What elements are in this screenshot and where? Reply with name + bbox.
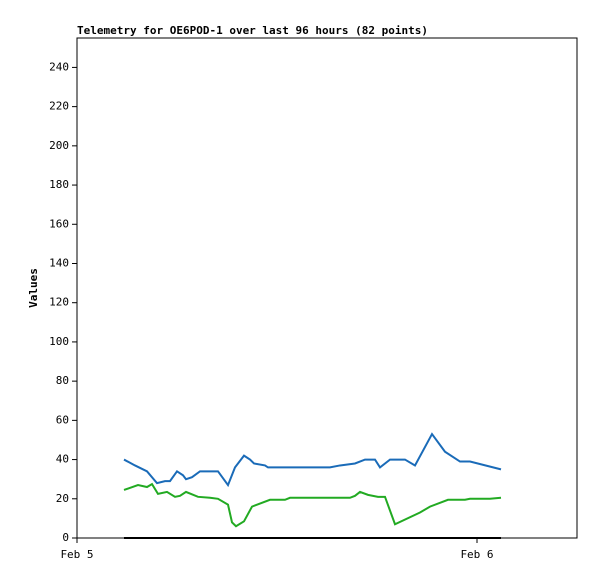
x-tick-label: Feb 5 xyxy=(60,548,93,561)
series-line xyxy=(123,482,502,528)
y-tick-label: 120 xyxy=(49,296,69,309)
x-tick-label: Feb 6 xyxy=(460,548,493,561)
y-tick-label: 40 xyxy=(56,453,69,466)
y-tick-label: 140 xyxy=(49,256,69,269)
y-tick-label: 80 xyxy=(56,374,69,387)
plot-frame xyxy=(76,37,578,539)
y-tick-label: 60 xyxy=(56,413,69,426)
chart-title: Telemetry for OE6POD-1 over last 96 hour… xyxy=(77,24,428,37)
y-tick-label: 240 xyxy=(49,60,69,73)
y-tick-label: 0 xyxy=(62,531,69,544)
y-tick-label: 220 xyxy=(49,100,69,113)
y-axis-label: Values xyxy=(27,268,40,308)
y-tick-label: 100 xyxy=(49,335,69,348)
series-line xyxy=(123,432,502,488)
y-tick-label: 160 xyxy=(49,217,69,230)
y-tick-label: 180 xyxy=(49,178,69,191)
y-tick-label: 200 xyxy=(49,139,69,152)
y-tick-label: 20 xyxy=(56,492,69,505)
